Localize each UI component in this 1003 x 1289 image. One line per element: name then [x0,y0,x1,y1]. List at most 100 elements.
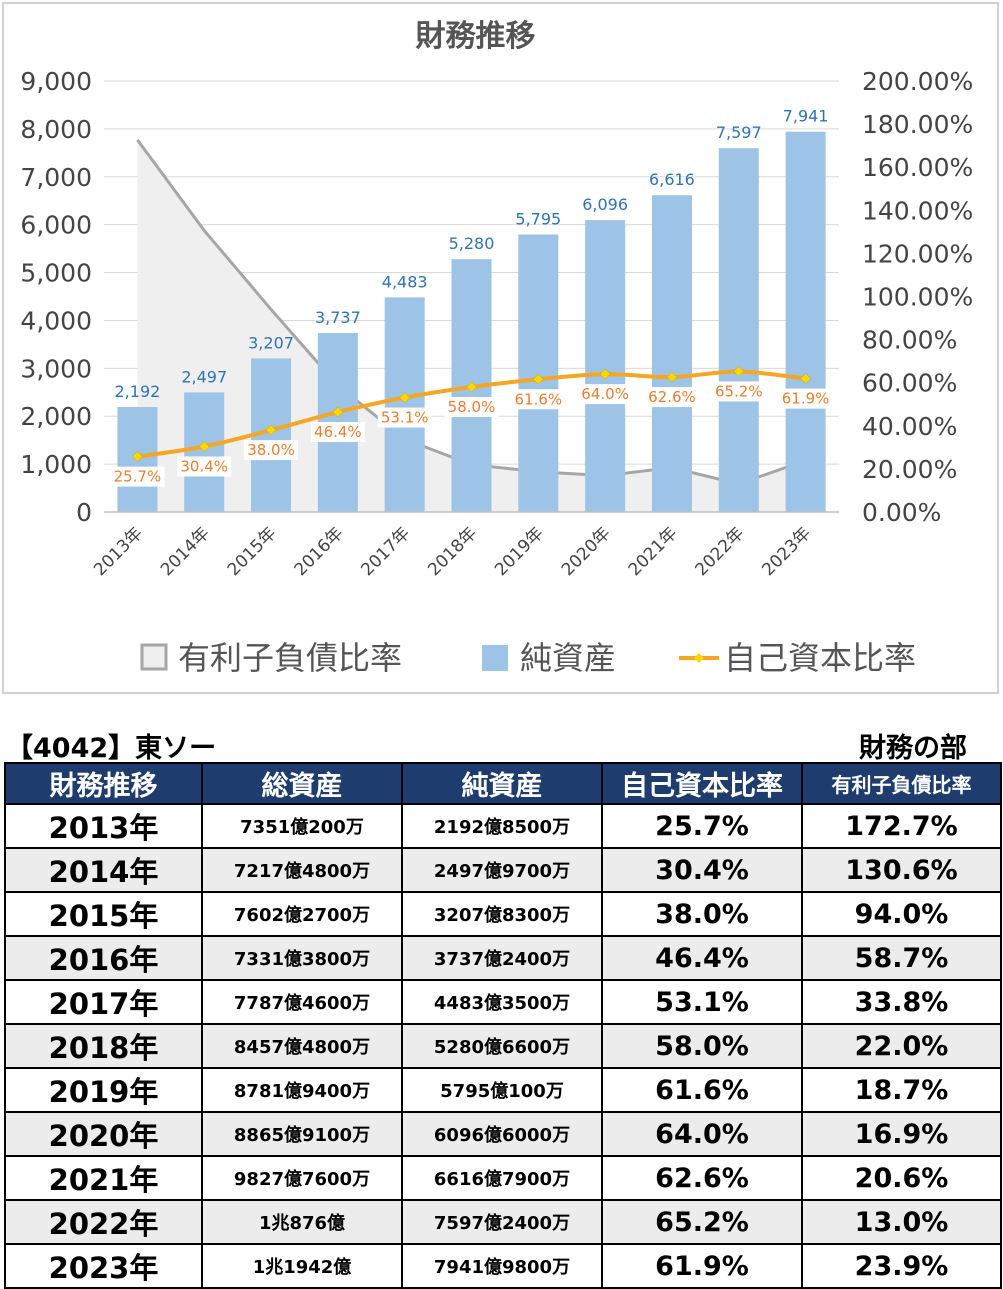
equity-ratio-data-label: 64.0% [581,385,629,403]
legend-label-debt-ratio: 有利子負債比率 [178,639,402,677]
x-tick-label: 2022年 [692,523,749,580]
header-equity-ratio: 自己資本比率 [601,762,803,805]
equity-ratio-point [399,392,411,403]
y2-tick-label: 140.00% [862,196,973,225]
cell-equity-ratio: 64.0% [601,1111,803,1157]
equity-ratio-label-bg [511,389,566,410]
equity-ratio-data-label: 65.2% [715,382,763,400]
cell-net-assets: 6096億6000万 [401,1111,603,1157]
cell-year: 2014年 [4,847,203,893]
cell-total-assets: 1兆1942億 [201,1243,403,1289]
cell-total-assets: 7331億3800万 [201,935,403,981]
x-tick-label: 2016年 [291,523,348,580]
net-assets-bar [184,392,225,512]
cell-net-assets: 7597億2400万 [401,1199,603,1245]
table-header-row: 財務推移 総資産 純資産 自己資本比率 有利子負債比率 [4,762,1002,805]
table-row: 2020年 8865億9100万 6096億6000万 64.0% 16.9% [4,1111,1002,1157]
equity-ratio-data-label: 38.0% [247,441,295,459]
cell-equity-ratio: 25.7% [601,803,803,849]
y2-tick-label: 40.00% [862,412,957,441]
cell-year: 2015年 [4,891,203,937]
cell-net-assets: 3737億2400万 [401,935,603,981]
net-assets-data-label: 5,795 [515,209,561,228]
x-tick-label: 2013年 [90,523,147,580]
cell-debt-ratio: 33.8% [801,979,1002,1025]
cell-net-assets: 7941億9800万 [401,1243,603,1289]
cell-debt-ratio: 13.0% [801,1199,1002,1245]
net-assets-bar [651,195,692,512]
cell-net-assets: 2192億8500万 [401,803,603,849]
equity-ratio-label-bg [310,422,365,443]
y-tick-label: 9,000 [20,67,92,96]
cell-total-assets: 8865億9100万 [201,1111,403,1157]
cell-debt-ratio: 20.6% [801,1155,1002,1201]
cell-equity-ratio: 62.6% [601,1155,803,1201]
table-row: 2015年 7602億2700万 3207億8300万 38.0% 94.0% [4,891,1002,937]
y-tick-label: 1,000 [20,450,92,479]
cell-total-assets: 7602億2700万 [201,891,403,937]
net-assets-data-label: 4,483 [382,272,428,291]
cell-net-assets: 5795億100万 [401,1067,603,1113]
y-tick-label: 3,000 [20,354,92,383]
y2-tick-label: 200.00% [862,67,973,96]
cell-net-assets: 6616億7900万 [401,1155,603,1201]
equity-ratio-label-bg [244,440,299,461]
header-year: 財務推移 [4,762,203,805]
y-tick-label: 7,000 [20,163,92,192]
x-tick-label: 2023年 [758,523,815,580]
cell-equity-ratio: 30.4% [601,847,803,893]
cell-equity-ratio: 53.1% [601,979,803,1025]
net-assets-bar [718,148,759,512]
net-assets-data-label: 6,616 [649,170,695,189]
y2-tick-label: 120.00% [862,239,973,268]
equity-ratio-data-label: 46.4% [314,423,362,441]
cell-equity-ratio: 65.2% [601,1199,803,1245]
equity-ratio-data-label: 30.4% [180,457,228,475]
x-tick-label: 2021年 [625,523,682,580]
cell-equity-ratio: 58.0% [601,1023,803,1069]
table-row: 2016年 7331億3800万 3737億2400万 46.4% 58.7% [4,935,1002,981]
x-tick-label: 2015年 [224,523,281,580]
chart-title: 財務推移 [416,19,536,54]
net-assets-data-label: 2,497 [181,367,227,386]
cell-year: 2013年 [4,803,203,849]
cell-debt-ratio: 18.7% [801,1067,1002,1113]
cell-debt-ratio: 16.9% [801,1111,1002,1157]
x-tick-label: 2019年 [491,523,548,580]
chart-frame: 財務推移 0 1,000 2,000 3,000 4,000 5,000 6,000 7,000… [2,2,999,694]
net-assets-bar [785,131,826,512]
net-assets-data-label: 2,192 [115,382,161,401]
equity-ratio-label-bg [578,384,633,405]
cell-year: 2023年 [4,1243,203,1289]
y2-tick-label: 80.00% [862,326,957,355]
header-net-assets: 純資産 [401,762,603,805]
y-tick-label: 4,000 [20,306,92,335]
y2-tick-label: 100.00% [862,283,973,312]
y-tick-label: 2,000 [20,402,92,431]
table-row: 2021年 9827億7600万 6616億7900万 62.6% 20.6% [4,1155,1002,1201]
equity-ratio-point [800,373,811,384]
cell-debt-ratio: 22.0% [801,1023,1002,1069]
equity-ratio-label-bg [377,407,432,428]
cell-equity-ratio: 61.9% [601,1243,803,1289]
equity-ratio-label-bg [711,381,766,402]
cell-debt-ratio: 94.0% [801,891,1002,937]
cell-year: 2019年 [4,1067,203,1113]
y-tick-label: 8,000 [20,115,92,144]
cell-year: 2017年 [4,979,203,1025]
table-subtitle: 財務の部 [859,733,967,764]
net-assets-data-label: 3,207 [248,333,294,352]
legend-swatch-debt-ratio [140,643,168,671]
y2-tick-label: 20.00% [862,455,957,484]
equity-ratio-point [532,373,544,385]
x-tick-label: 2017年 [357,523,414,580]
equity-ratio-point [666,371,678,383]
cell-total-assets: 8781億9400万 [201,1067,403,1113]
table-row: 2018年 8457億4800万 5280億6600万 58.0% 22.0% [4,1023,1002,1069]
x-tick-label: 2018年 [424,523,481,580]
y2-tick-label: 160.00% [862,153,973,182]
table-title: 【4042】東ソー [6,733,217,764]
cell-debt-ratio: 58.7% [801,935,1002,981]
cell-total-assets: 1兆876億 [201,1199,403,1245]
table-row: 2017年 7787億4600万 4483億3500万 53.1% 33.8% [4,979,1002,1025]
